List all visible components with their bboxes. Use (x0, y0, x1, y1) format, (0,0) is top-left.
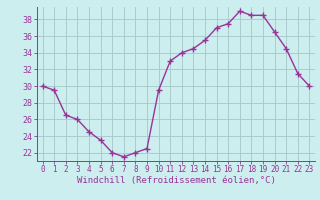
X-axis label: Windchill (Refroidissement éolien,°C): Windchill (Refroidissement éolien,°C) (76, 176, 276, 185)
